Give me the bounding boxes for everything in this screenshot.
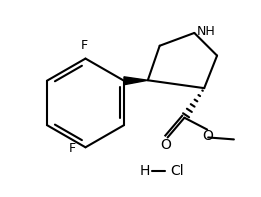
Text: NH: NH — [196, 25, 215, 38]
Text: F: F — [68, 142, 76, 155]
Polygon shape — [124, 77, 148, 85]
Text: O: O — [203, 129, 213, 143]
Text: F: F — [81, 39, 88, 52]
Text: O: O — [160, 138, 171, 152]
Text: H: H — [140, 164, 150, 178]
Text: Cl: Cl — [171, 164, 184, 178]
